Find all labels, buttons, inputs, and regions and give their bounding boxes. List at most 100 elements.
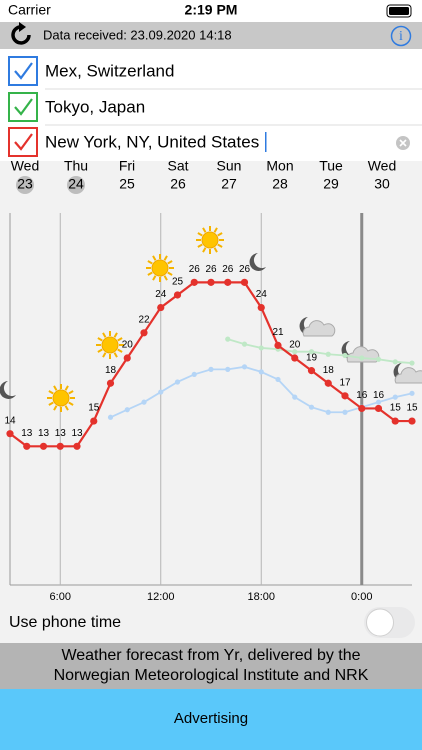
sun-ray	[167, 271, 173, 276]
data-point	[90, 417, 98, 425]
sun-ray	[202, 247, 207, 253]
data-point	[174, 379, 181, 385]
sun-ray	[152, 255, 157, 261]
data-label: 16	[356, 390, 368, 401]
data-label: 26	[222, 264, 234, 275]
day-name: Thu	[64, 158, 88, 174]
data-point	[224, 278, 232, 286]
data-point	[325, 351, 331, 357]
sun-ray	[197, 243, 203, 248]
day-date: 30	[374, 176, 390, 192]
locations-panel	[0, 49, 422, 161]
sun-ray	[213, 247, 218, 253]
data-label: 15	[406, 403, 418, 414]
checkmark	[14, 98, 33, 116]
checkbox	[8, 56, 38, 86]
sun-ray	[117, 337, 123, 342]
phone-time-label: Use phone time	[9, 614, 121, 631]
header-bar	[0, 22, 422, 49]
sun	[201, 231, 219, 249]
data-label: 26	[239, 264, 251, 275]
sun-ray	[113, 352, 118, 358]
data-label: 13	[55, 428, 67, 439]
data-point	[341, 392, 349, 400]
sun-ray	[97, 348, 103, 353]
data-label: 17	[339, 377, 351, 388]
day-strip: Wed 23 Thu 24 Fri 25 Sat 26 Sun 27 Mon 28 Tue 29 Wed 30…	[11, 158, 396, 194]
moon	[249, 253, 266, 271]
data-label: 14	[4, 415, 16, 426]
checkbox	[8, 92, 38, 122]
data-point	[240, 278, 249, 286]
data-label: 19	[306, 352, 318, 363]
data-label: 13	[21, 428, 33, 439]
info-circle	[390, 25, 412, 47]
data-point	[342, 352, 348, 359]
sun-ray	[147, 260, 153, 265]
data-point	[292, 349, 298, 355]
toggle-knob	[366, 608, 394, 637]
data-point	[375, 399, 382, 405]
data-label: 25	[172, 277, 184, 288]
sun-ray	[167, 260, 173, 265]
sun-ray	[163, 255, 168, 261]
data-point	[124, 407, 130, 413]
phone-time-toggle[interactable]	[364, 607, 415, 638]
data-point	[392, 394, 398, 400]
data-point	[56, 442, 64, 450]
data-label: 22	[138, 314, 150, 325]
data-point	[274, 341, 282, 350]
data-label: 18	[105, 365, 117, 376]
sun-ray	[163, 275, 168, 281]
data-point	[141, 399, 147, 405]
moon	[0, 381, 16, 399]
clock: 2:19 PM	[185, 2, 238, 18]
data-point	[6, 430, 14, 438]
locations: Mex, Switzerland Tokyo, Japan New York, NY…	[8, 56, 422, 157]
sun-ray	[97, 337, 103, 342]
clear-button[interactable]	[396, 136, 410, 150]
sun-ray	[68, 401, 74, 406]
data-label: 13	[38, 428, 50, 439]
data-point	[241, 364, 248, 370]
data-point	[308, 349, 315, 355]
data-point	[358, 404, 366, 413]
data-point	[308, 404, 315, 410]
data-point	[241, 341, 248, 347]
day-date: 26	[170, 176, 186, 192]
status-bar	[0, 0, 422, 22]
cloud	[302, 320, 336, 337]
checkbox	[8, 127, 38, 157]
sun-ray	[102, 352, 107, 358]
footer	[0, 643, 422, 689]
x-tick-label: 0:00	[351, 591, 372, 603]
data-point	[208, 366, 214, 372]
sun-ray	[113, 332, 118, 338]
data-point	[258, 369, 264, 375]
sun	[52, 389, 70, 407]
data-point	[307, 367, 316, 375]
sun-ray	[152, 275, 157, 281]
data-label: 21	[272, 327, 284, 338]
past-day-marker	[67, 176, 85, 194]
sun-ray	[147, 271, 153, 276]
text-cursor	[265, 132, 267, 152]
day-name: Tue	[319, 158, 343, 174]
refresh-button[interactable]	[11, 22, 31, 45]
location-name: New York, NY, United States	[45, 132, 259, 151]
data-point	[324, 379, 332, 387]
battery	[386, 4, 412, 18]
data-point	[342, 409, 348, 415]
ad-banner[interactable]	[0, 689, 422, 750]
info-button[interactable]: i	[390, 25, 412, 47]
data-point	[408, 417, 416, 425]
sun-ray	[64, 385, 69, 391]
x-tick-label: 6:00	[50, 591, 71, 603]
data-label: 20	[122, 340, 134, 351]
battery-level	[389, 7, 409, 15]
sun-ray	[102, 332, 107, 338]
checkmark	[14, 62, 33, 80]
chart: 6:00 12:00 18:00 0:00 14 13 13 13 13 15 18 20 22 24 25…	[0, 213, 422, 603]
